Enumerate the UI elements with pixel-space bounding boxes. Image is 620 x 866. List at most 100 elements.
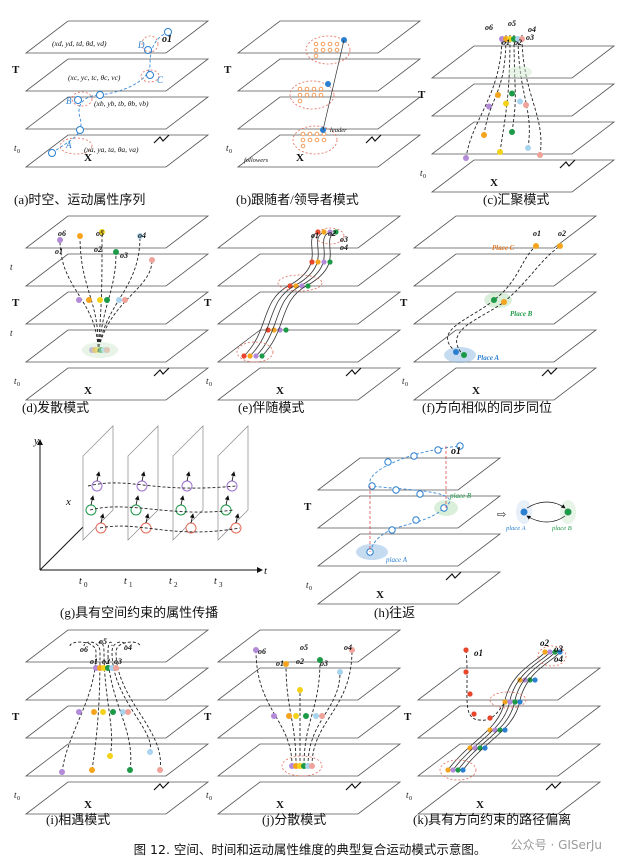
tick-t0: t	[420, 168, 423, 178]
trajectory-point	[445, 767, 451, 773]
leader-link	[322, 39, 345, 131]
direction-arrow	[144, 513, 150, 524]
o1: o1	[276, 659, 284, 668]
trajectory-path	[59, 239, 99, 353]
trajectory-point	[460, 767, 466, 773]
trajectory-point	[477, 745, 483, 751]
trajectory-point	[309, 259, 315, 265]
time-plane	[430, 83, 616, 117]
trajectory-path	[97, 231, 103, 353]
region-ellipse	[141, 35, 159, 53]
trajectory-point	[86, 297, 92, 303]
o3: o3	[340, 235, 348, 244]
tick-sub: 0	[84, 581, 88, 589]
trajectory-path	[97, 259, 153, 353]
trajectory-point	[271, 713, 277, 719]
trajectory-point	[410, 452, 418, 460]
trajectory-point	[149, 257, 155, 263]
trajectory-point	[122, 297, 128, 303]
tick-t0-sub: 0	[409, 796, 412, 802]
trajectory-point	[125, 709, 131, 715]
region-ellipse	[289, 80, 335, 110]
direction-arrow	[140, 471, 146, 482]
panel-f: t 0 T X Place A Place B Place C o1 o2	[400, 215, 598, 401]
trajectory-path	[511, 34, 516, 133]
trajectory-point	[181, 480, 193, 492]
o1: o1	[533, 229, 541, 238]
t-axis-label: T	[12, 297, 20, 309]
x-axis-label: X	[376, 589, 384, 601]
trajectory-point	[333, 229, 339, 235]
trajectory-point	[463, 669, 469, 675]
trajectory-point	[305, 283, 311, 289]
trajectory-point	[537, 152, 543, 158]
slider-icon	[545, 781, 562, 791]
t-axis-label: T	[224, 64, 232, 76]
trajectory-point	[487, 727, 493, 733]
time-plane	[416, 705, 602, 739]
trajectory-point	[253, 353, 259, 359]
caption-b: (b)跟随者/领导者模式	[236, 192, 359, 207]
time-plane	[216, 781, 402, 815]
region-ellipse	[444, 347, 476, 363]
tick-t0-sub: 0	[309, 586, 312, 592]
inset-place-b: place B	[551, 525, 572, 532]
trajectory-point	[317, 657, 323, 663]
trajectory-point	[321, 259, 327, 265]
trajectory-point	[315, 259, 321, 265]
t-axis-label: T	[400, 297, 408, 309]
trajectory-point	[502, 699, 508, 705]
trajectory-point	[293, 713, 299, 719]
trajectory-point	[519, 36, 525, 42]
caption-e: (e)伴随模式	[238, 400, 305, 415]
tuple-a: (xa, ya, ta, θa, va)	[84, 145, 139, 154]
trajectory-point	[492, 727, 498, 733]
t-axis-label: T	[204, 711, 212, 723]
t5: t	[10, 328, 13, 338]
trajectory-point	[450, 767, 456, 773]
tick-t0: t	[79, 576, 82, 587]
panel-c: t 0 T Xo6 o5 o4 o1 o2 o3	[418, 19, 616, 193]
trajectory-path	[107, 641, 132, 771]
trajectory-point	[495, 92, 501, 98]
point-label-a: A	[65, 140, 72, 150]
trajectory-point	[517, 98, 523, 105]
place-a: Place A	[477, 354, 499, 362]
trajectory-point	[307, 131, 313, 137]
slider-icon	[559, 159, 576, 169]
trajectory-point	[497, 149, 503, 155]
trajectory-point	[542, 649, 548, 655]
time-plane	[24, 705, 210, 739]
trajectory-point	[557, 243, 563, 249]
trajectory-point	[467, 745, 473, 751]
trajectory-point	[300, 131, 306, 137]
time-plane	[236, 96, 422, 130]
axis-x: x	[65, 496, 71, 508]
trajectory-point	[497, 727, 503, 733]
time-plane	[412, 215, 598, 249]
trajectory-point	[147, 749, 153, 755]
x-axis-label: X	[476, 799, 484, 811]
trajectory-point	[283, 661, 289, 667]
trajectory-point	[327, 41, 333, 47]
time-plane	[412, 291, 598, 325]
trajectory-path	[83, 641, 101, 771]
trajectory-point	[327, 229, 333, 235]
trajectory-point	[76, 126, 84, 134]
arrow-right-icon: ⇨	[497, 509, 506, 521]
slider-icon	[153, 134, 170, 144]
region-ellipse	[489, 691, 527, 709]
trajectory-point	[107, 753, 113, 759]
trajectory-point	[311, 92, 317, 98]
trajectory-point	[525, 145, 531, 151]
trajectory-point	[416, 490, 424, 498]
place-c: Place C	[492, 244, 515, 252]
trajectory-point	[368, 482, 376, 490]
trajectory-point	[77, 233, 83, 239]
t-axis-label: T	[12, 711, 20, 723]
tick-t0-sub: 0	[405, 382, 408, 388]
object-label-o1: o1	[162, 34, 172, 45]
